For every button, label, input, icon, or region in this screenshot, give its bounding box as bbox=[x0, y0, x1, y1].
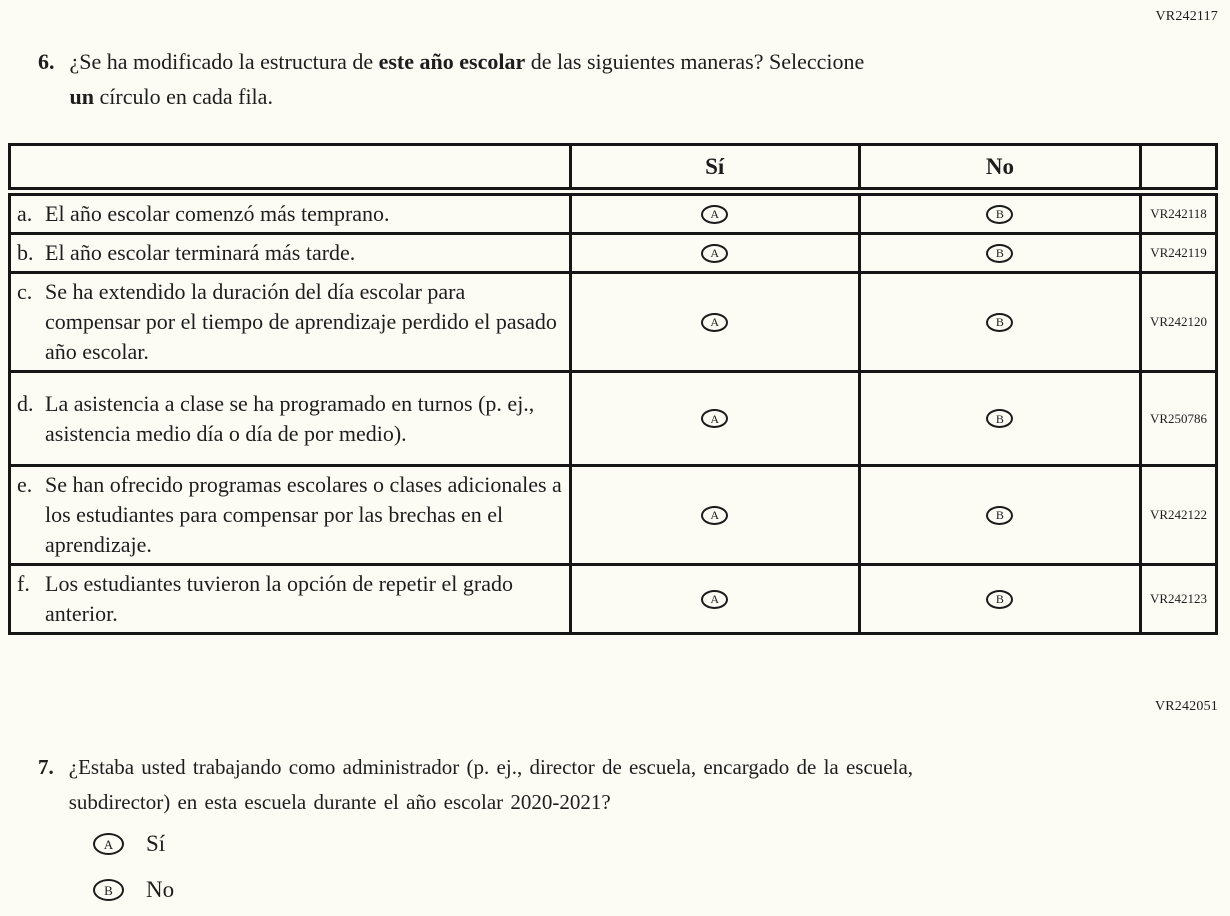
row-d-si-cell: A bbox=[568, 370, 861, 467]
form-code-q6: VR242117 bbox=[1155, 9, 1218, 24]
question-7-number: 7. bbox=[38, 755, 54, 779]
row-letter: a. bbox=[17, 201, 33, 226]
si-bubble[interactable]: A bbox=[701, 312, 729, 332]
si-bubble[interactable]: A bbox=[701, 589, 729, 609]
q6-text-bold: este año escolar bbox=[378, 49, 526, 74]
q6-text-part: de las siguientes maneras? Seleccione bbox=[525, 49, 865, 74]
row-c-code: VR242120 bbox=[1139, 271, 1218, 373]
row-text: Se ha extendido la duración del día esco… bbox=[45, 279, 557, 364]
table-row-a: a. El año escolar comenzó más temprano. A… bbox=[8, 190, 1218, 235]
table-row-d: d. La asistencia a clase se ha programado… bbox=[8, 370, 1218, 467]
question-6-matrix-table: Sí No a. El año escolar comenzó más tempr… bbox=[8, 143, 1218, 635]
row-b-no-cell: B bbox=[857, 232, 1143, 274]
question-6: 6. ¿Se ha modificado la estructura de es… bbox=[38, 44, 1100, 114]
si-bubble[interactable]: A bbox=[701, 409, 729, 428]
no-bubble[interactable]: B bbox=[93, 879, 124, 901]
row-e-statement: e. Se han ofrecido programas escolares o … bbox=[8, 464, 572, 566]
row-d-code: VR250786 bbox=[1139, 370, 1218, 467]
row-letter: f. bbox=[17, 571, 30, 596]
row-c-si-cell: A bbox=[568, 271, 861, 373]
row-letter: c. bbox=[17, 279, 33, 304]
row-text: Los estudiantes tuvieron la opción de re… bbox=[45, 571, 513, 626]
row-d-no-cell: B bbox=[857, 370, 1143, 467]
row-a-si-cell: A bbox=[568, 190, 861, 235]
row-a-no-cell: B bbox=[857, 190, 1143, 235]
header-si: Sí bbox=[568, 143, 861, 196]
row-text: El año escolar terminará más tarde. bbox=[45, 240, 356, 265]
no-bubble[interactable]: B bbox=[986, 204, 1014, 224]
header-blank-code bbox=[1139, 143, 1218, 196]
si-bubble[interactable]: A bbox=[93, 833, 124, 855]
header-no: No bbox=[857, 143, 1143, 196]
table-row-e: e. Se han ofrecido programas escolares o … bbox=[8, 464, 1218, 566]
row-e-si-cell: A bbox=[568, 464, 861, 566]
option-label: No bbox=[146, 877, 175, 902]
option-label: Sí bbox=[146, 831, 166, 856]
form-code-q7: VR242051 bbox=[1154, 699, 1218, 714]
question-6-number: 6. bbox=[38, 49, 55, 74]
row-c-statement: c. Se ha extendido la duración del día es… bbox=[8, 271, 572, 373]
no-bubble[interactable]: B bbox=[986, 505, 1014, 525]
question-7: 7. ¿Estaba usted trabajando como adminis… bbox=[38, 750, 1154, 820]
no-bubble[interactable]: B bbox=[986, 589, 1014, 609]
si-bubble[interactable]: A bbox=[701, 204, 729, 224]
row-a-statement: a. El año escolar comenzó más temprano. bbox=[8, 190, 572, 235]
row-c-no-cell: B bbox=[857, 271, 1143, 373]
row-letter: d. bbox=[17, 390, 34, 416]
no-bubble[interactable]: B bbox=[986, 243, 1014, 263]
q6-text-bold: un bbox=[69, 84, 94, 109]
row-text: Se han ofrecido programas escolares o cl… bbox=[45, 472, 562, 557]
row-f-si-cell: A bbox=[568, 563, 861, 635]
row-f-statement: f. Los estudiantes tuvieron la opción de … bbox=[8, 563, 572, 635]
no-bubble[interactable]: B bbox=[986, 409, 1014, 428]
table-header-row: Sí No bbox=[8, 143, 1218, 196]
row-e-code: VR242122 bbox=[1139, 464, 1218, 566]
row-letter: b. bbox=[17, 240, 34, 265]
table-row-c: c. Se ha extendido la duración del día es… bbox=[8, 271, 1218, 373]
question-7-text: ¿Estaba usted trabajando como administra… bbox=[69, 750, 1154, 820]
no-bubble[interactable]: B bbox=[986, 312, 1014, 332]
q7-text-line1: ¿Estaba usted trabajando como administra… bbox=[68, 755, 914, 779]
q7-option-no: B No bbox=[93, 877, 174, 903]
row-f-no-cell: B bbox=[857, 563, 1143, 635]
q6-text-part: ¿Se ha modificado la estructura de bbox=[69, 49, 379, 74]
row-f-code: VR242123 bbox=[1139, 563, 1218, 635]
row-a-code: VR242118 bbox=[1139, 190, 1218, 235]
row-b-si-cell: A bbox=[568, 232, 861, 274]
row-letter: e. bbox=[17, 472, 33, 497]
row-e-no-cell: B bbox=[857, 464, 1143, 566]
table-row-f: f. Los estudiantes tuvieron la opción de … bbox=[8, 563, 1218, 635]
si-bubble[interactable]: A bbox=[701, 243, 729, 263]
table-row-b: b. El año escolar terminará más tarde. A … bbox=[8, 232, 1218, 274]
row-text: El año escolar comenzó más temprano. bbox=[45, 201, 390, 226]
header-blank bbox=[8, 143, 572, 196]
q7-text-line2: subdirector) en esta escuela durante el … bbox=[68, 790, 611, 814]
q6-text-part: círculo en cada fila. bbox=[93, 84, 273, 109]
row-b-code: VR242119 bbox=[1139, 232, 1218, 274]
row-d-statement: d. La asistencia a clase se ha programado… bbox=[8, 370, 572, 467]
question-6-text: ¿Se ha modificado la estructura de este … bbox=[70, 44, 1100, 114]
q7-option-si: A Sí bbox=[93, 831, 165, 857]
si-bubble[interactable]: A bbox=[701, 505, 729, 525]
row-text: La asistencia a clase se ha programado e… bbox=[45, 390, 535, 446]
row-b-statement: b. El año escolar terminará más tarde. bbox=[8, 232, 572, 274]
